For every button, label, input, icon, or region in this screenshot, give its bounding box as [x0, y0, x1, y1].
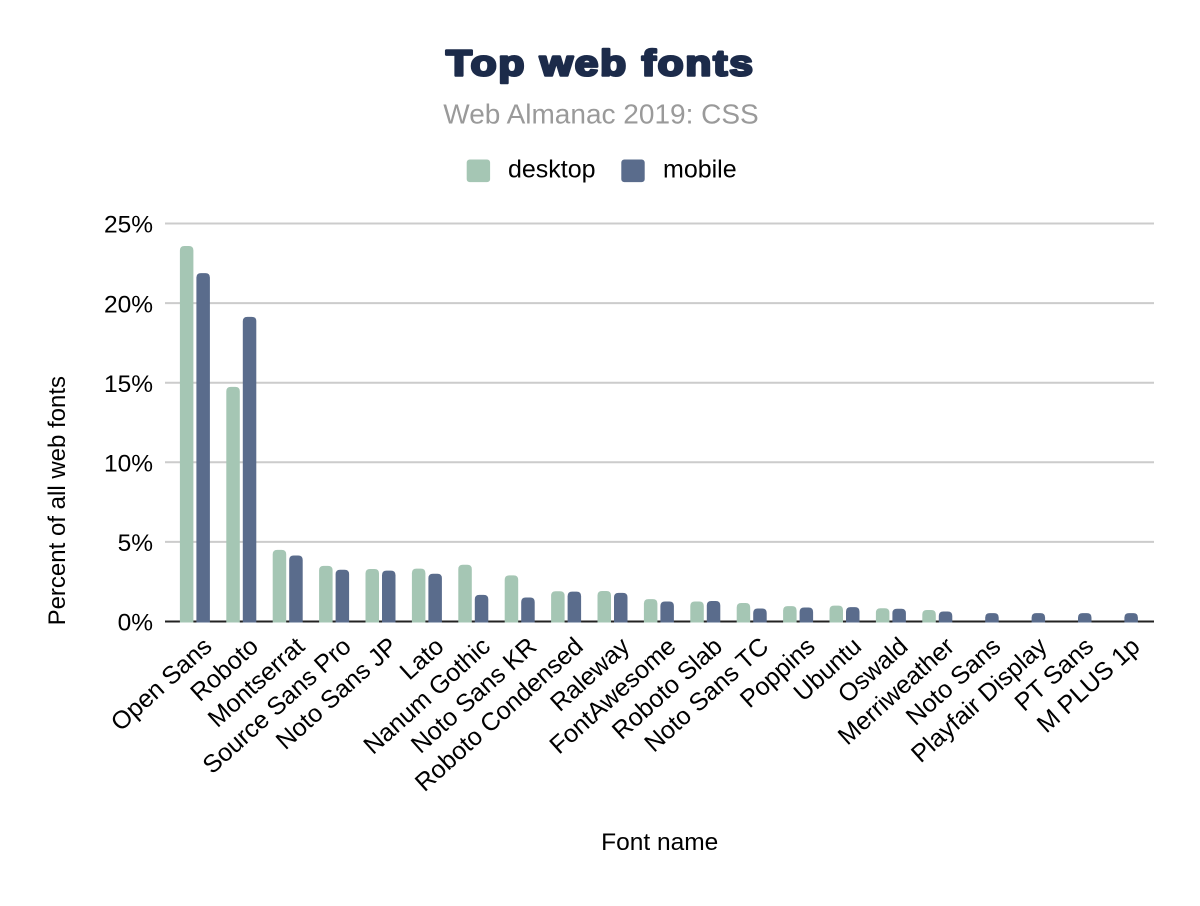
svg-text:0%: 0%	[118, 610, 153, 637]
svg-text:Percent of all web fonts: Percent of all web fonts	[44, 376, 71, 625]
svg-text:Web Almanac 2019: CSS: Web Almanac 2019: CSS	[443, 98, 758, 129]
svg-text:25%: 25%	[104, 212, 153, 239]
svg-text:20%: 20%	[104, 291, 153, 318]
svg-text:10%: 10%	[104, 451, 153, 478]
svg-text:desktop: desktop	[508, 155, 596, 183]
svg-text:mobile: mobile	[663, 155, 737, 183]
svg-text:15%: 15%	[104, 371, 153, 398]
svg-text:Font name: Font name	[601, 829, 718, 856]
svg-text:Top web fonts: Top web fonts	[446, 43, 755, 83]
svg-text:5%: 5%	[118, 530, 153, 557]
